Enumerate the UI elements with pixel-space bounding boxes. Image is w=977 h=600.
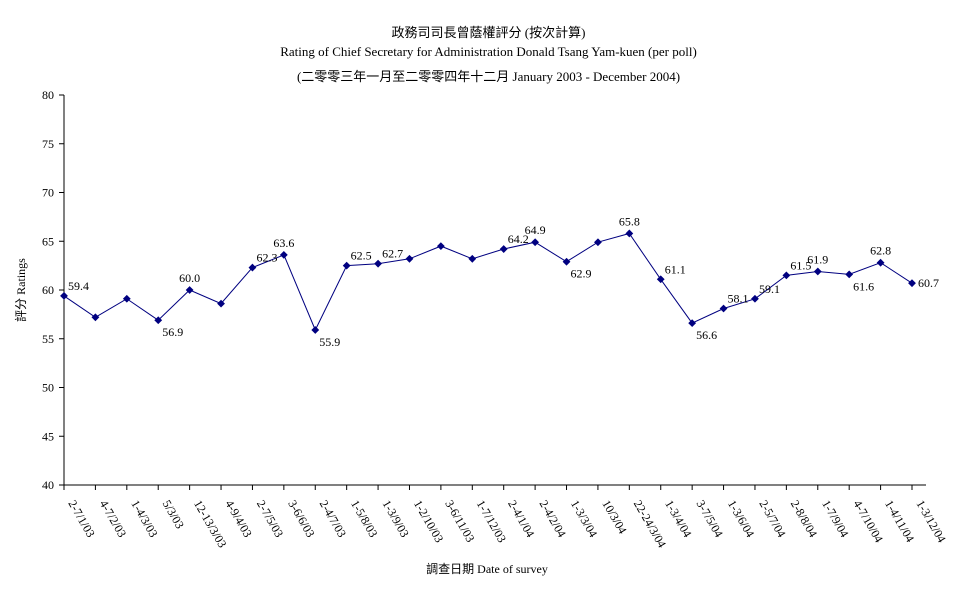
data-label: 59.4 bbox=[68, 279, 89, 293]
y-tick-label: 45 bbox=[42, 429, 54, 443]
data-point bbox=[342, 261, 351, 270]
x-tick-label: 2-7/1/03 bbox=[65, 498, 97, 540]
data-point bbox=[279, 250, 288, 259]
x-tick-label: 1-7/9/04 bbox=[819, 498, 851, 540]
data-point bbox=[531, 238, 540, 247]
data-label: 55.9 bbox=[319, 335, 340, 349]
data-point bbox=[217, 299, 225, 308]
x-tick-label: 2-4/7/03 bbox=[317, 498, 349, 540]
chart-title: 政務司司長曾蔭權評分 (按次計算) bbox=[391, 25, 586, 40]
data-label: 65.8 bbox=[619, 214, 640, 228]
x-axis-ticks: 2-7/1/034-7/2/031-4/3/035/3/03 12-13/3/03… bbox=[63, 485, 949, 550]
y-tick-label: 55 bbox=[42, 332, 54, 346]
x-tick-label: 1-4/3/03 bbox=[128, 498, 160, 540]
data-label: 61.9 bbox=[807, 252, 828, 266]
x-tick-label: 10/3/04 bbox=[599, 498, 629, 537]
x-tick-label: 3-6/6/03 bbox=[285, 498, 317, 540]
data-point bbox=[405, 254, 414, 263]
x-tick-label: 4-9/4/03 bbox=[222, 498, 254, 540]
x-tick-label: 2-4/1/04 bbox=[505, 498, 537, 540]
x-tick-label: 2-5/7/04 bbox=[756, 498, 788, 540]
data-label: 62.8 bbox=[870, 244, 891, 258]
data-label: 63.6 bbox=[273, 236, 294, 250]
data-point bbox=[876, 258, 885, 267]
data-label: 56.9 bbox=[162, 325, 183, 339]
chart-subtitle-period: (二零零三年一月至二零零四年十二月 January 2003 - Decembe… bbox=[296, 69, 681, 84]
data-point bbox=[562, 257, 571, 266]
data-point bbox=[60, 291, 68, 300]
data-point bbox=[154, 316, 163, 325]
data-label: 64.9 bbox=[525, 223, 546, 237]
data-point bbox=[594, 238, 602, 247]
y-tick-label: 60 bbox=[42, 283, 54, 297]
data-point bbox=[656, 275, 665, 284]
y-tick-label: 50 bbox=[42, 381, 54, 395]
data-point bbox=[311, 326, 320, 334]
x-tick-label: 2-8/8/04 bbox=[788, 498, 820, 540]
y-tick-label: 70 bbox=[42, 186, 54, 200]
data-labels: 59.4 56.9 60.0 62.363.6 55.9 62.5 62.7 64.264.9… bbox=[68, 214, 939, 349]
y-tick-label: 65 bbox=[42, 234, 54, 248]
x-tick-label: 4-7/2/03 bbox=[97, 498, 129, 540]
y-tick-label: 40 bbox=[42, 478, 54, 492]
data-label: 61.1 bbox=[665, 262, 686, 276]
x-tick-label: 1-3/3/04 bbox=[568, 498, 600, 540]
x-tick-label: 1-3/9/03 bbox=[379, 498, 411, 540]
y-tick-label: 75 bbox=[42, 137, 54, 151]
x-tick-label: 1-3/6/04 bbox=[725, 498, 757, 540]
x-tick-label: 1-7/12/03 bbox=[474, 498, 509, 545]
data-label: 56.6 bbox=[696, 328, 717, 342]
x-tick-label: 4-7/10/04 bbox=[851, 498, 886, 545]
data-point bbox=[625, 229, 634, 238]
data-label: 64.2 bbox=[508, 232, 529, 246]
x-tick-label: 1-3/4/04 bbox=[662, 498, 694, 540]
data-point bbox=[719, 304, 728, 313]
data-point bbox=[688, 319, 697, 328]
series-points bbox=[60, 229, 916, 334]
data-point bbox=[908, 279, 916, 288]
chart-subtitle: Rating of Chief Secretary for Administra… bbox=[280, 44, 697, 59]
data-point bbox=[185, 286, 194, 294]
data-label: 60.7 bbox=[918, 276, 939, 290]
x-tick-label: 1-3/12/04 bbox=[913, 498, 948, 545]
data-point bbox=[813, 267, 822, 276]
data-point bbox=[374, 259, 382, 268]
data-label: 58.1 bbox=[728, 292, 749, 306]
data-point bbox=[845, 270, 854, 279]
x-tick-label: 1-4/11/04 bbox=[882, 498, 917, 545]
data-point bbox=[468, 254, 477, 263]
series-line bbox=[63, 232, 913, 332]
x-tick-label: 1-2/10/03 bbox=[411, 498, 446, 545]
data-point bbox=[91, 313, 100, 322]
x-tick-label: 3-7/5/04 bbox=[694, 498, 726, 540]
y-axis-ticks: 40 45 50 55 60 65 70 75 80 bbox=[42, 88, 64, 492]
data-label: 62.7 bbox=[382, 247, 403, 261]
y-tick-label: 80 bbox=[42, 88, 54, 102]
data-point bbox=[248, 263, 257, 272]
data-label: 61.6 bbox=[853, 279, 874, 293]
x-tick-label: 3-6/11/03 bbox=[442, 498, 477, 545]
x-axis-label: 調查日期 Date of survey bbox=[426, 562, 548, 576]
data-label: 61.5 bbox=[790, 258, 811, 272]
x-tick-label: 2-7/5/03 bbox=[254, 498, 286, 540]
data-label: 60.0 bbox=[179, 271, 200, 285]
y-axis-label: 評分 Ratings bbox=[13, 258, 28, 322]
data-label: 62.9 bbox=[571, 267, 592, 281]
data-point bbox=[122, 294, 131, 303]
data-point bbox=[782, 271, 791, 280]
data-label: 62.3 bbox=[256, 251, 277, 265]
x-tick-label: 5/3/03 bbox=[160, 498, 187, 532]
data-point bbox=[751, 294, 759, 303]
data-label: 59.1 bbox=[759, 282, 780, 296]
x-tick-label: 1-5/8/03 bbox=[348, 498, 380, 540]
x-tick-label: 2-4/2/04 bbox=[537, 498, 569, 540]
data-point bbox=[499, 245, 508, 253]
data-label: 62.5 bbox=[351, 249, 372, 263]
data-point bbox=[436, 242, 445, 251]
